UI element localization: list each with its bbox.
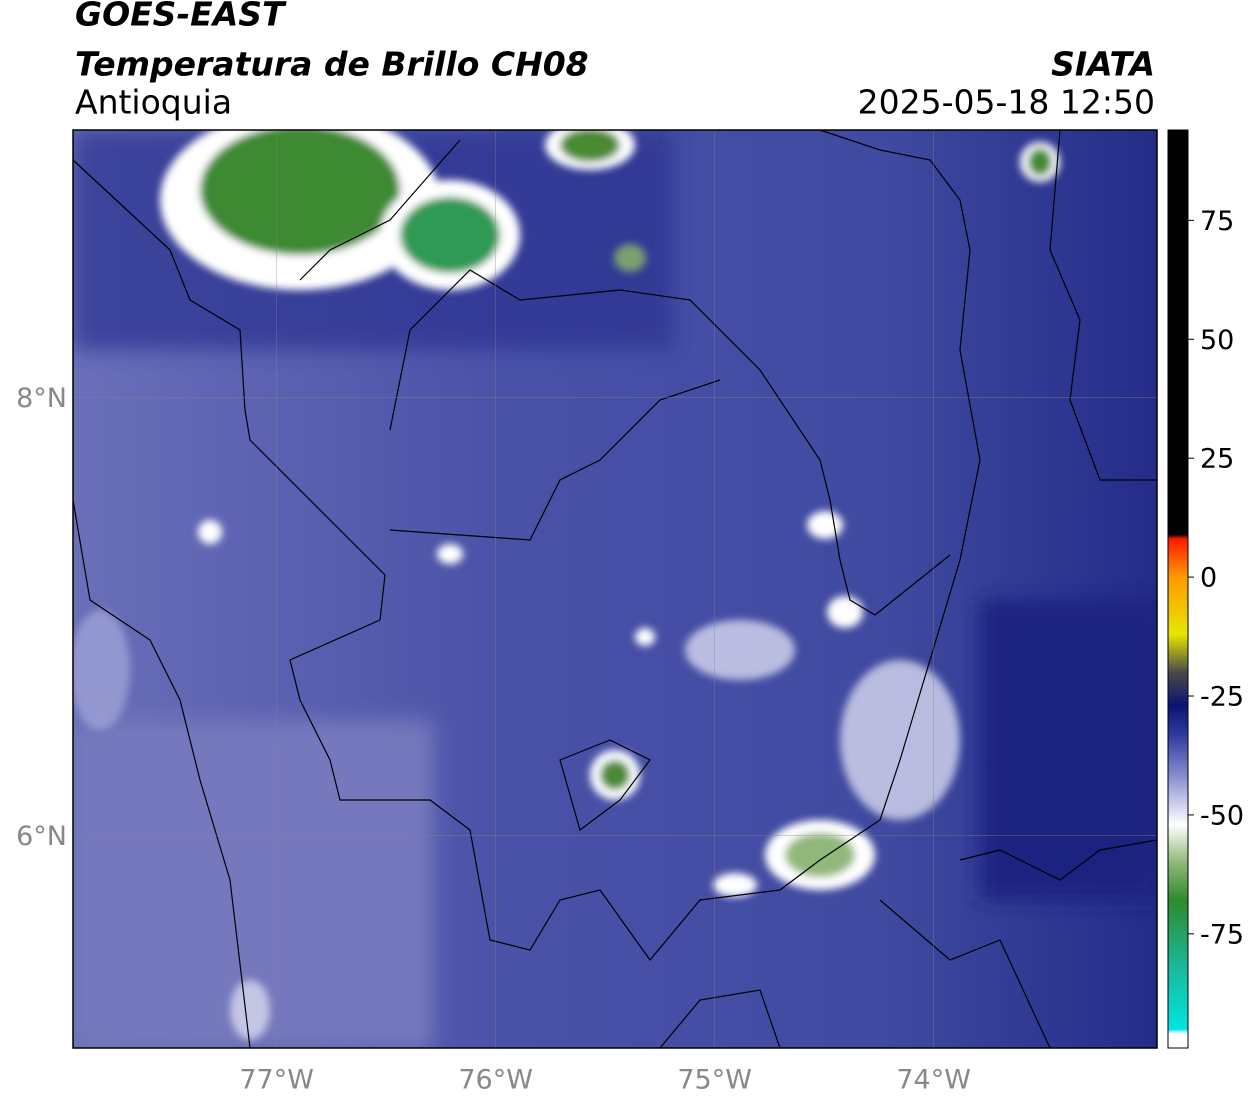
grid [73, 130, 1157, 1048]
y-tick-label: 6°N [16, 821, 67, 852]
x-tick-label: 74°W [896, 1065, 971, 1096]
region: Antioquia [75, 83, 232, 122]
x-tick-label: 77°W [239, 1065, 314, 1096]
colorbar-tick-label: 0 [1200, 563, 1217, 594]
colorbar-tick-label: -25 [1200, 682, 1244, 713]
datetime: 2025-05-18 12:50 [858, 83, 1155, 122]
x-tick-label: 75°W [677, 1065, 752, 1096]
colorbar-tick-label: 50 [1200, 325, 1234, 356]
map-frame [72, 129, 1158, 1049]
source: SIATA [1051, 45, 1155, 84]
title: GOES-EAST [75, 0, 287, 34]
colorbar-tick-label: -75 [1200, 919, 1244, 950]
x-tick-label: 76°W [458, 1065, 533, 1096]
colorbar-tick-label: -50 [1200, 800, 1244, 831]
colorbar-tick-label: 25 [1200, 444, 1234, 475]
colorbar [1167, 129, 1189, 1049]
map-image [73, 130, 1157, 1048]
colorbar-tick-label: 75 [1200, 206, 1234, 237]
y-tick-label: 8°N [16, 383, 67, 414]
subtitle: Temperatura de Brillo CH08 [75, 45, 589, 84]
